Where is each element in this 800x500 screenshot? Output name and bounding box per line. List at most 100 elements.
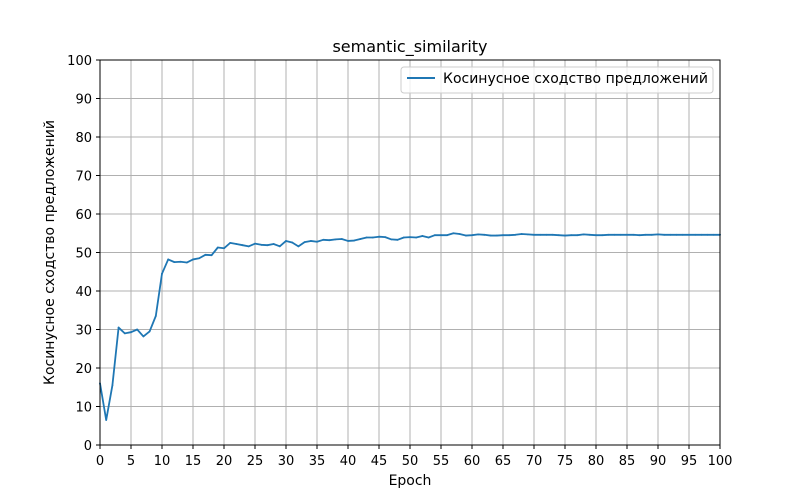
data-point [421,235,424,237]
data-point [371,236,374,239]
data-point [557,234,560,237]
y-tick-label: 90 [75,93,92,108]
data-point [111,384,114,387]
x-tick-label: 10 [154,454,171,469]
series-layer [99,232,721,421]
data-point [495,234,498,237]
x-tick-label: 25 [247,454,264,469]
data-point [254,242,256,245]
data-point [427,236,430,239]
data-point [285,240,287,242]
data-point [619,233,622,236]
x-tick-label: 55 [433,454,450,469]
y-tick-label: 0 [84,439,92,454]
x-tick-label: 80 [588,454,605,469]
x-tick-label: 35 [309,454,326,469]
data-point [353,239,356,242]
data-point [266,244,269,247]
data-point [272,243,275,245]
data-point [297,245,300,248]
data-point [291,241,294,244]
data-point [533,233,535,236]
x-tick-label: 50 [402,454,419,469]
data-point [396,238,399,241]
data-point [142,335,145,338]
data-point [477,233,480,236]
data-point [446,234,449,237]
y-axis-ticks: 0 10 20 30 40 50 60 70 80 90 100 [67,54,100,454]
x-tick-label: 15 [185,454,202,469]
data-point [626,233,628,236]
x-tick-label: 90 [650,454,667,469]
data-point [539,233,542,236]
y-tick-label: 40 [75,285,92,300]
data-point [483,233,486,236]
data-point [105,419,108,421]
data-point [173,261,176,264]
data-point [415,236,418,239]
data-point [644,233,647,236]
data-point [440,234,442,237]
data-point [340,238,343,240]
data-point [712,233,715,236]
x-tick-label: 95 [681,454,698,469]
x-tick-label: 20 [216,454,233,469]
data-point [452,232,455,235]
data-point [458,233,461,235]
y-tick-label: 50 [75,247,92,262]
data-point [235,243,238,245]
data-point [179,260,182,263]
x-tick-label: 85 [619,454,636,469]
x-tick-label: 5 [127,454,135,469]
y-axis-label: Косинусное сходство предложений [42,120,58,385]
data-point [514,233,517,236]
y-tick-label: 30 [75,324,92,339]
x-tick-label: 60 [464,454,481,469]
data-point [204,253,207,256]
x-tick-label: 70 [526,454,543,469]
data-point [508,234,511,237]
data-point [675,233,678,236]
data-point [409,236,411,239]
data-point [638,234,641,237]
data-point [526,233,529,236]
legend-label: Косинусное сходство предложений [443,71,708,87]
chart-title: semantic_similarity [332,37,487,57]
data-point [192,258,194,261]
data-point [347,240,349,242]
data-point [595,234,597,237]
data-point [613,233,616,236]
data-point [365,236,368,239]
y-tick-label: 60 [75,208,92,223]
legend: Косинусное сходство предложений [400,66,714,94]
data-point [278,245,281,248]
data-point [520,233,523,235]
x-axis-ticks: 0 5 10 15 20 25 30 35 40 45 50 55 60 65 70 75 80 85 90 95 10… [96,445,732,469]
data-point [167,258,170,261]
data-point [260,243,263,246]
data-point [582,233,585,236]
x-tick-label: 40 [340,454,357,469]
x-tick-label: 75 [557,454,574,469]
x-tick-label: 0 [96,454,104,469]
data-point [576,234,579,237]
data-point [681,233,684,236]
data-point [464,234,467,237]
x-axis-label: Epoch [389,473,432,489]
data-point [669,233,672,236]
data-point [551,233,554,236]
grid [99,59,721,446]
data-point [229,241,232,244]
data-point [316,240,318,243]
legend-box [400,66,714,94]
x-tick-label: 65 [495,454,512,469]
x-tick-label: 45 [371,454,388,469]
data-point [588,233,591,236]
y-tick-label: 20 [75,362,92,377]
data-point [117,326,120,329]
data-point [570,234,573,237]
y-tick-label: 100 [67,54,92,69]
data-point [502,234,504,237]
data-point [148,330,151,333]
